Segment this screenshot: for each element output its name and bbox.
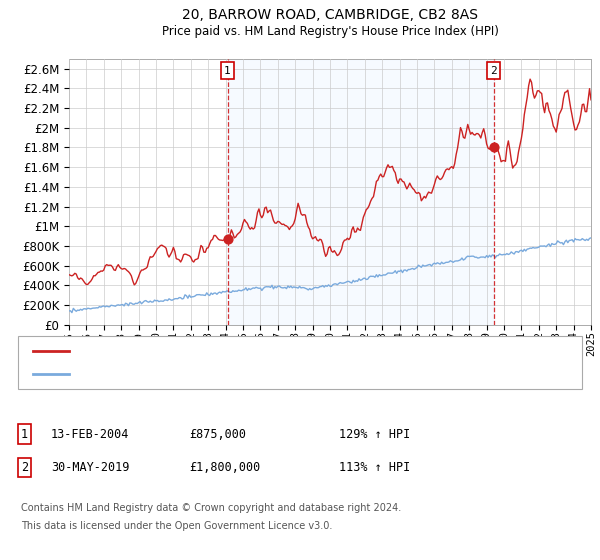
Text: £1,800,000: £1,800,000 [189,461,260,474]
Text: 20, BARROW ROAD, CAMBRIDGE, CB2 8AS: 20, BARROW ROAD, CAMBRIDGE, CB2 8AS [182,8,478,22]
Point [489,143,499,152]
Text: 129% ↑ HPI: 129% ↑ HPI [339,427,410,441]
Text: 2: 2 [21,461,28,474]
Text: This data is licensed under the Open Government Licence v3.0.: This data is licensed under the Open Gov… [21,521,332,531]
Point [223,234,232,243]
Text: 30-MAY-2019: 30-MAY-2019 [51,461,130,474]
Text: 1: 1 [21,427,28,441]
Text: £875,000: £875,000 [189,427,246,441]
Text: 113% ↑ HPI: 113% ↑ HPI [339,461,410,474]
Text: Price paid vs. HM Land Registry's House Price Index (HPI): Price paid vs. HM Land Registry's House … [161,25,499,38]
Text: Contains HM Land Registry data © Crown copyright and database right 2024.: Contains HM Land Registry data © Crown c… [21,503,401,514]
Bar [227,59,494,325]
Text: 2: 2 [490,66,497,76]
Text: 13-FEB-2004: 13-FEB-2004 [51,427,130,441]
Text: 1: 1 [224,66,231,76]
Text: HPI: Average price, detached house, Cambridge: HPI: Average price, detached house, Camb… [75,368,343,379]
Text: 20, BARROW ROAD, CAMBRIDGE, CB2 8AS (detached house): 20, BARROW ROAD, CAMBRIDGE, CB2 8AS (det… [75,346,414,356]
